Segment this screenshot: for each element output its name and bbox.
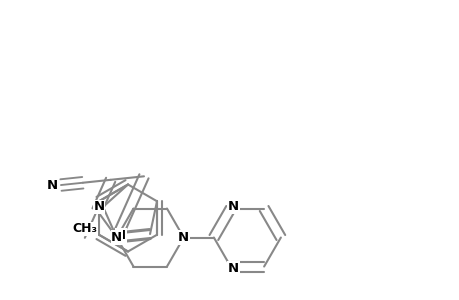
Text: N: N bbox=[111, 231, 122, 244]
Text: N: N bbox=[46, 179, 57, 192]
Text: N: N bbox=[93, 200, 105, 213]
Text: N: N bbox=[115, 229, 126, 242]
Text: N: N bbox=[228, 200, 239, 213]
Text: CH₃: CH₃ bbox=[72, 222, 97, 235]
Text: N: N bbox=[178, 231, 189, 244]
Text: N: N bbox=[228, 262, 239, 275]
